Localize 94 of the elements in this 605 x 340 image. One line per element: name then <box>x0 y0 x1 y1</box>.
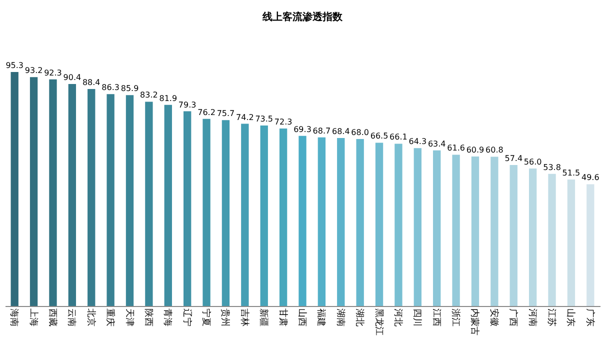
data-label: 68.4 <box>332 127 350 136</box>
x-tick-label: 陕西 <box>142 308 154 326</box>
data-label: 49.6 <box>581 173 600 182</box>
bar <box>414 148 422 306</box>
x-tick-label: 江西 <box>430 308 442 326</box>
x-tick-label: 江苏 <box>546 308 558 326</box>
bar <box>548 174 556 306</box>
data-label: 90.4 <box>63 73 82 82</box>
data-label: 68.0 <box>351 128 369 138</box>
bar <box>490 156 498 306</box>
x-tick-label: 天津 <box>124 308 135 326</box>
bar <box>528 168 537 306</box>
bar <box>356 139 364 306</box>
x-tick-label: 西藏 <box>46 308 58 326</box>
data-label: 93.2 <box>24 66 43 76</box>
bar <box>126 95 134 306</box>
data-label: 88.4 <box>82 78 100 87</box>
bar <box>586 184 594 306</box>
bar <box>318 137 326 306</box>
x-tick-label: 上海 <box>28 308 39 326</box>
bar <box>298 136 306 306</box>
data-label: 63.4 <box>428 139 446 148</box>
x-tick-label: 黑龙江 <box>373 308 384 336</box>
x-tick-label: 河南 <box>526 308 538 326</box>
bar <box>88 88 96 306</box>
bar <box>10 72 18 306</box>
x-tick-label: 浙江 <box>450 308 462 326</box>
chart-title: 线上客流渗透指数 <box>262 11 344 23</box>
bar <box>241 124 249 306</box>
x-tick-label: 贵州 <box>220 308 231 326</box>
data-label: 66.1 <box>390 132 408 142</box>
data-label: 95.3 <box>6 61 24 70</box>
data-label: 81.9 <box>159 94 178 103</box>
x-tick-label: 吉林 <box>238 308 250 326</box>
bar <box>222 120 230 306</box>
x-tick-label: 辽宁 <box>181 308 192 326</box>
x-tick-label: 甘肃 <box>277 308 288 326</box>
data-label: 85.9 <box>120 84 139 94</box>
bar <box>452 154 460 306</box>
data-label: 75.7 <box>216 109 235 118</box>
data-label: 53.8 <box>543 162 561 172</box>
data-label: 72.3 <box>274 117 292 126</box>
x-tick-label: 新疆 <box>258 308 270 326</box>
bar <box>30 77 38 306</box>
data-label: 76.2 <box>198 108 216 117</box>
bar <box>567 180 576 306</box>
data-label: 64.3 <box>408 137 427 146</box>
data-label: 79.3 <box>178 100 196 110</box>
bar <box>164 104 172 306</box>
bar <box>375 142 384 306</box>
x-tick-label: 山西 <box>296 308 308 326</box>
data-label: 56.0 <box>524 157 542 166</box>
bar <box>510 165 518 306</box>
data-label: 60.9 <box>466 145 484 154</box>
x-tick-label: 广东 <box>584 308 596 326</box>
bar <box>394 144 402 306</box>
bar <box>433 150 441 306</box>
bar <box>145 102 153 306</box>
data-label: 66.5 <box>370 132 388 141</box>
data-label: 83.2 <box>140 90 158 100</box>
x-tick-label: 海南 <box>8 308 20 326</box>
x-tick-label: 宁夏 <box>200 308 212 326</box>
x-tick-label: 福建 <box>316 308 327 326</box>
x-tick-label: 山东 <box>565 308 576 326</box>
x-tick-label: 河北 <box>392 308 404 326</box>
data-label: 92.3 <box>44 68 62 78</box>
bar <box>260 126 268 306</box>
data-label: 73.5 <box>255 114 274 124</box>
x-tick-label: 安徽 <box>488 308 500 326</box>
data-label: 57.4 <box>504 154 523 164</box>
data-label: 68.7 <box>312 126 331 136</box>
x-tick-label: 重庆 <box>104 308 116 326</box>
data-label: 60.8 <box>486 146 504 155</box>
data-label: 86.3 <box>102 83 120 92</box>
bar <box>202 118 210 306</box>
data-label: 74.2 <box>236 112 254 122</box>
bar <box>68 84 76 306</box>
x-tick-label: 内蒙古 <box>469 308 480 336</box>
x-tick-label: 四川 <box>412 308 423 326</box>
x-tick-label: 广西 <box>508 308 519 326</box>
data-label: 51.5 <box>562 168 580 178</box>
x-tick-label: 湖北 <box>354 308 366 326</box>
x-tick-label: 云南 <box>66 308 78 326</box>
data-label: 69.3 <box>294 124 312 134</box>
x-tick-label: 湖南 <box>334 308 346 326</box>
bar <box>106 94 114 306</box>
x-tick-label: 青海 <box>162 308 174 326</box>
data-label: 61.6 <box>447 144 465 153</box>
bar <box>337 138 345 306</box>
bar <box>471 156 480 306</box>
bar <box>49 79 57 306</box>
bar <box>184 111 192 306</box>
bar <box>279 128 288 306</box>
x-tick-label: 北京 <box>85 308 96 326</box>
